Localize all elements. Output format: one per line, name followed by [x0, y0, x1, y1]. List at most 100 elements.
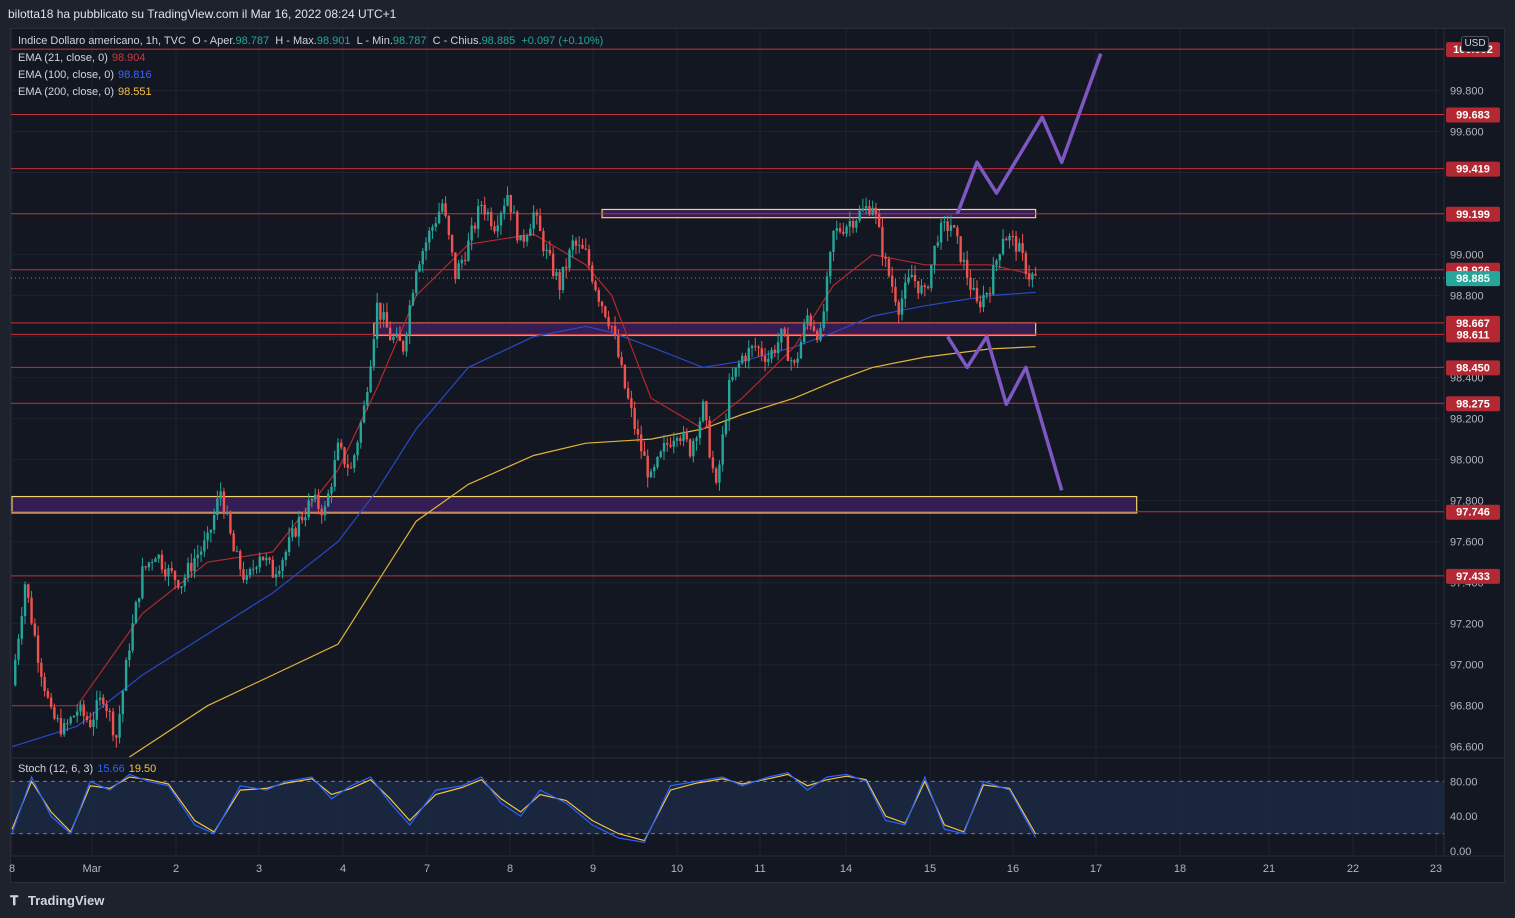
- ema21-label: EMA (21, close, 0): [18, 52, 108, 64]
- open-value: 98.787: [235, 35, 270, 47]
- candle-body: [512, 211, 516, 213]
- close-value: 98.885: [481, 35, 516, 47]
- candle-body: [343, 447, 346, 465]
- candle-body: [816, 330, 819, 341]
- ema200-label: EMA (200, close, 0): [18, 86, 114, 98]
- candle-body: [405, 334, 408, 352]
- candle-body: [62, 723, 66, 735]
- candle-body: [36, 635, 40, 663]
- candle-body: [516, 211, 519, 241]
- candle-body: [757, 346, 760, 349]
- price-level-label: 98.611: [1456, 329, 1489, 341]
- candle-body: [675, 438, 679, 441]
- candle-body: [346, 464, 349, 468]
- ema200-legend[interactable]: EMA (200, close, 0) 98.551: [18, 86, 152, 98]
- ohlc-legend: Indice Dollaro americano, 1h, TVC O - Ap…: [18, 35, 603, 47]
- candle-body: [428, 230, 431, 243]
- candle-body: [669, 444, 672, 447]
- candle-body: [985, 292, 988, 295]
- candle-body: [23, 584, 27, 617]
- price-level-label: 97.433: [1456, 571, 1490, 583]
- tradingview-logo[interactable]: 𝐓 TradingView: [10, 893, 104, 909]
- price-axis: 96.60096.80097.00097.20097.40097.60097.8…: [1446, 42, 1500, 754]
- stoch-legend[interactable]: Stoch (12, 6, 3) 15.66 19.50: [18, 763, 156, 775]
- candle-body: [838, 228, 842, 232]
- ema100-legend[interactable]: EMA (100, close, 0) 98.816: [18, 69, 152, 81]
- change-value: +0.097 (+0.10%): [521, 35, 604, 47]
- candle-body: [1031, 274, 1034, 280]
- candle-body: [760, 348, 763, 356]
- candle-body: [988, 292, 992, 295]
- candle-body: [1008, 235, 1011, 241]
- candle-body: [887, 258, 891, 276]
- candle-body: [992, 265, 995, 295]
- candle-body: [558, 272, 561, 290]
- candle-body: [825, 276, 829, 312]
- price-level-label: 99.683: [1456, 110, 1490, 122]
- candle-body: [542, 231, 545, 252]
- candle-body: [1034, 274, 1037, 276]
- candle-body: [92, 719, 95, 727]
- price-level-label: 98.450: [1456, 362, 1490, 374]
- candle-body: [656, 457, 659, 468]
- price-level-tag: [1446, 206, 1500, 222]
- candle-body: [278, 570, 281, 575]
- candle-body: [877, 214, 881, 228]
- current-price-tag: [1446, 271, 1500, 287]
- candle-body: [979, 301, 982, 308]
- candle-body: [965, 259, 969, 278]
- candle-body: [754, 345, 757, 347]
- high-label: H - Max.: [275, 35, 317, 47]
- candle-body: [261, 556, 265, 561]
- price-tick-label: 99.000: [1450, 250, 1484, 262]
- candle-body: [653, 467, 656, 472]
- candle-body: [1011, 235, 1015, 237]
- candle-body: [154, 558, 157, 563]
- candle-body: [300, 517, 304, 521]
- candle-body: [1021, 243, 1024, 254]
- candle-body: [522, 235, 526, 242]
- ema21-legend[interactable]: EMA (21, close, 0) 98.904: [18, 52, 146, 64]
- candle-body: [245, 575, 248, 580]
- candle-body: [695, 438, 698, 442]
- candle-body: [118, 714, 121, 738]
- candle-body: [920, 285, 923, 294]
- footer-bar: 𝐓 TradingView: [0, 884, 1515, 918]
- candle-body: [317, 494, 320, 509]
- candle-body: [40, 662, 43, 677]
- candle-body: [835, 228, 838, 231]
- candle-body: [177, 580, 180, 588]
- price-tick-label: 97.600: [1450, 537, 1484, 549]
- candle-body: [861, 208, 865, 211]
- time-tick-label: 15: [924, 863, 936, 875]
- candle-body: [917, 280, 920, 294]
- candle-body: [379, 302, 382, 320]
- candle-body: [144, 566, 147, 568]
- candle-body: [447, 216, 451, 235]
- candle-body: [734, 367, 737, 377]
- time-tick-label: 9: [590, 863, 596, 875]
- candle-body: [457, 263, 460, 280]
- currency-badge[interactable]: USD: [1461, 36, 1489, 52]
- candle-body: [943, 221, 946, 223]
- grid-layer: [11, 29, 1504, 857]
- price-tick-label: 97.800: [1450, 496, 1484, 508]
- candle-body: [662, 443, 666, 452]
- candle-body: [900, 298, 904, 315]
- price-level-tag: [1446, 360, 1500, 376]
- candle-body: [848, 221, 852, 227]
- candle-body: [225, 512, 229, 515]
- candle-body: [809, 315, 812, 327]
- support-resistance-zone: [373, 322, 1037, 336]
- candle-body: [333, 460, 336, 487]
- candle-body: [327, 493, 330, 507]
- candle-body: [548, 249, 552, 254]
- candle-body: [551, 253, 555, 276]
- candle-body: [613, 326, 617, 336]
- candle-body: [1018, 243, 1021, 252]
- candle-body: [437, 211, 441, 224]
- candle-body: [53, 707, 56, 719]
- candle-body: [851, 221, 855, 228]
- candle-body: [121, 690, 125, 715]
